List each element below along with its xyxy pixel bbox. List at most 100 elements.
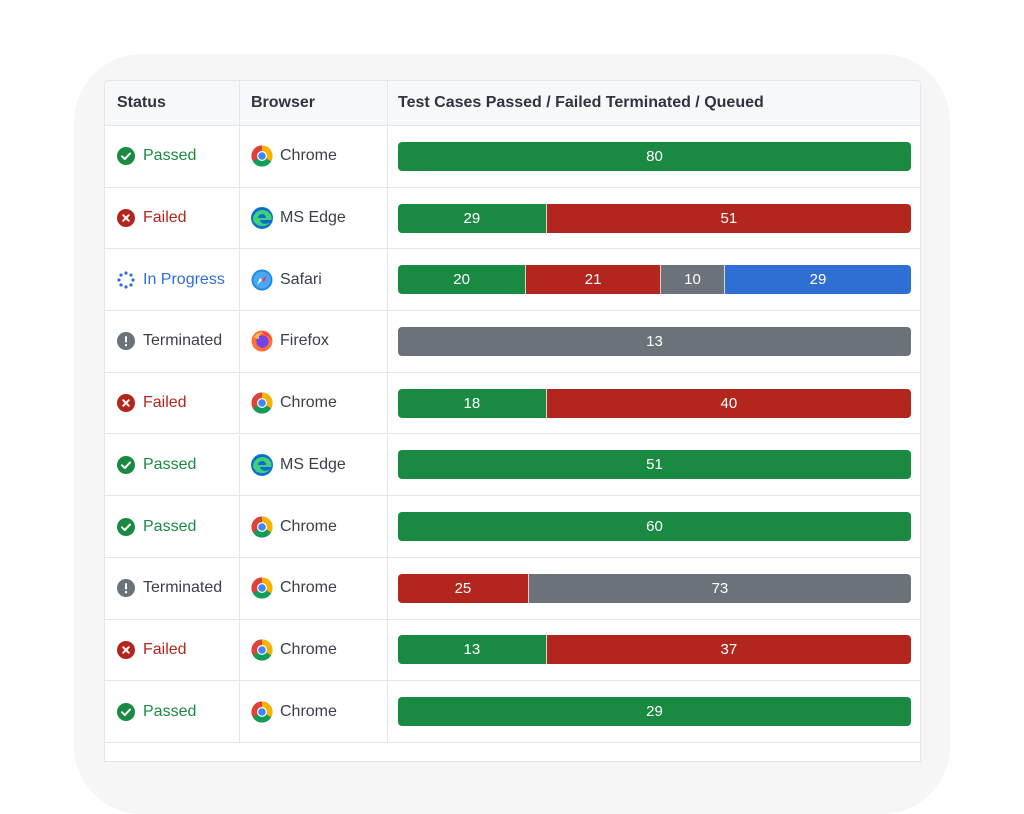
progress-cell: 20 21 10 29 bbox=[388, 249, 920, 310]
passed-segment: 80 bbox=[398, 141, 911, 171]
terminated-status-icon bbox=[117, 579, 135, 598]
test-results-bar[interactable]: 13 37 bbox=[398, 635, 911, 665]
browser-cell: MS Edge bbox=[240, 434, 388, 496]
table-header: Status Browser Test Cases Passed / Faile… bbox=[105, 81, 920, 126]
browser-label: Chrome bbox=[280, 394, 337, 412]
test-results-bar[interactable]: 18 40 bbox=[398, 388, 911, 418]
test-results-bar[interactable]: 25 73 bbox=[398, 573, 911, 603]
test-runs-table: Status Browser Test Cases Passed / Faile… bbox=[104, 80, 921, 762]
browser-cell: Chrome bbox=[240, 126, 388, 187]
status-cell: Terminated bbox=[105, 557, 240, 619]
terminated-segment: 13 bbox=[398, 326, 911, 356]
browser-label: Chrome bbox=[280, 579, 337, 597]
progress-cell: 29 bbox=[388, 681, 920, 742]
table-row[interactable]: In Progress Safari 20 21 10 29 bbox=[105, 249, 920, 312]
table-row[interactable]: Passed Chrome 29 bbox=[105, 681, 920, 743]
status-cell: Passed bbox=[105, 681, 240, 742]
failed-status-icon bbox=[117, 209, 135, 228]
table-row[interactable]: Terminated Firefox 13 bbox=[105, 311, 920, 373]
progress-cell: 13 37 bbox=[388, 620, 920, 681]
failed-segment: 25 bbox=[398, 573, 529, 603]
status-label: Failed bbox=[143, 209, 187, 227]
progress-cell: 13 bbox=[388, 311, 920, 372]
browser-label: Chrome bbox=[280, 147, 337, 165]
progress-cell: 25 73 bbox=[388, 558, 920, 619]
failed-segment: 40 bbox=[546, 388, 911, 418]
test-results-bar[interactable]: 29 51 bbox=[398, 203, 911, 233]
browser-cell: Chrome bbox=[240, 496, 388, 557]
status-label: In Progress bbox=[143, 270, 225, 288]
status-cell: Passed bbox=[105, 496, 240, 557]
passed-segment: 29 bbox=[398, 203, 547, 233]
progress-cell: 80 bbox=[388, 126, 920, 187]
progress-cell: 51 bbox=[388, 435, 920, 496]
table-row[interactable]: Failed Chrome 18 40 bbox=[105, 372, 920, 435]
progress-cell: 29 51 bbox=[388, 188, 920, 249]
status-cell: Failed bbox=[105, 187, 240, 249]
table-row[interactable]: Terminated Chrome 25 73 bbox=[105, 557, 920, 620]
passed-status-icon bbox=[117, 517, 135, 536]
browser-label: MS Edge bbox=[280, 455, 346, 473]
browser-cell: Firefox bbox=[240, 311, 388, 372]
passed-segment: 13 bbox=[398, 635, 547, 665]
passed-segment: 51 bbox=[398, 450, 911, 480]
failed-segment: 51 bbox=[546, 203, 911, 233]
browser-cell: Chrome bbox=[240, 372, 388, 434]
header-progress-cell: Test Cases Passed / Failed Terminated / … bbox=[388, 81, 920, 125]
passed-segment: 18 bbox=[398, 388, 547, 418]
passed-segment: 60 bbox=[398, 512, 911, 542]
status-cell: Failed bbox=[105, 619, 240, 681]
browser-cell: Safari bbox=[240, 249, 388, 311]
browser-cell: Chrome bbox=[240, 557, 388, 619]
test-results-bar[interactable]: 29 bbox=[398, 697, 911, 727]
status-label: Passed bbox=[143, 517, 197, 535]
table-row[interactable]: Passed Chrome 60 bbox=[105, 496, 920, 558]
safari-icon bbox=[251, 269, 273, 291]
passed-segment: 29 bbox=[398, 697, 911, 727]
status-cell: In Progress bbox=[105, 249, 240, 311]
browser-label: Chrome bbox=[280, 517, 337, 535]
in-progress-status-icon bbox=[117, 271, 135, 289]
terminated-segment: 10 bbox=[660, 265, 726, 295]
failed-status-icon bbox=[117, 394, 135, 413]
failed-segment: 37 bbox=[546, 635, 911, 665]
failed-segment: 21 bbox=[526, 265, 661, 295]
test-results-bar[interactable]: 20 21 10 29 bbox=[398, 265, 911, 295]
test-results-bar[interactable]: 60 bbox=[398, 512, 911, 542]
edge-icon bbox=[251, 207, 273, 230]
status-label: Failed bbox=[143, 394, 187, 412]
table-row[interactable]: Passed MS Edge 51 bbox=[105, 434, 920, 497]
passed-segment: 20 bbox=[398, 265, 527, 295]
status-cell: Terminated bbox=[105, 311, 240, 372]
passed-status-icon bbox=[117, 147, 135, 166]
chrome-icon bbox=[251, 516, 273, 538]
header-status[interactable]: Status bbox=[117, 94, 166, 111]
table-row[interactable]: Failed Chrome 13 37 bbox=[105, 619, 920, 682]
progress-cell: 18 40 bbox=[388, 373, 920, 434]
browser-label: MS Edge bbox=[280, 209, 346, 227]
chrome-icon bbox=[251, 639, 273, 661]
test-results-bar[interactable]: 51 bbox=[398, 450, 911, 480]
header-browser-cell: Browser bbox=[240, 81, 388, 125]
header-status-cell: Status bbox=[105, 81, 240, 125]
chrome-icon bbox=[251, 145, 273, 167]
chrome-icon bbox=[251, 701, 273, 723]
table-row[interactable]: Failed MS Edge 29 51 bbox=[105, 187, 920, 250]
browser-cell: Chrome bbox=[240, 681, 388, 742]
status-cell: Passed bbox=[105, 126, 240, 187]
terminated-status-icon bbox=[117, 332, 135, 351]
passed-status-icon bbox=[117, 702, 135, 721]
table-row[interactable]: Passed Chrome 80 bbox=[105, 126, 920, 188]
test-results-bar[interactable]: 13 bbox=[398, 326, 911, 356]
progress-cell: 60 bbox=[388, 496, 920, 557]
status-label: Passed bbox=[143, 455, 197, 473]
chrome-icon bbox=[251, 577, 273, 599]
chrome-icon bbox=[251, 392, 273, 414]
test-results-bar[interactable]: 80 bbox=[398, 141, 911, 171]
terminated-segment: 73 bbox=[528, 573, 911, 603]
status-label: Passed bbox=[143, 702, 197, 720]
status-cell: Passed bbox=[105, 434, 240, 496]
header-browser[interactable]: Browser bbox=[251, 94, 316, 111]
status-label: Failed bbox=[143, 640, 187, 658]
header-progress[interactable]: Test Cases Passed / Failed Terminated / … bbox=[398, 94, 764, 111]
